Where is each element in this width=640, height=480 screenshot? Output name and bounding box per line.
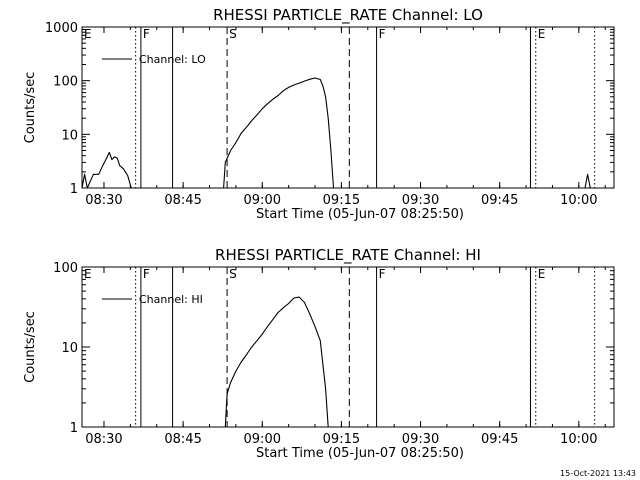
- event-flag-label: F: [143, 267, 150, 281]
- y-tick-label: 1000: [45, 21, 78, 36]
- series-line-hi: [224, 296, 329, 428]
- y-axis-label: Counts/sec: [23, 72, 38, 144]
- y-tick-label: 1: [70, 182, 78, 197]
- y-axis-label: Counts/sec: [23, 311, 38, 383]
- x-tick-label: 09:00: [244, 432, 281, 447]
- event-flag-label: F: [143, 27, 150, 41]
- plot-frame: [81, 26, 615, 189]
- event-flag-label: S: [229, 267, 237, 281]
- x-tick-label: 09:30: [402, 193, 439, 208]
- event-flag-label: F: [379, 27, 386, 41]
- x-tick-label: 09:30: [402, 432, 439, 447]
- event-flag-label: S: [229, 27, 237, 41]
- legend-label: Channel: LO: [139, 53, 206, 66]
- chart-title: RHESSI PARTICLE_RATE Channel: HI: [215, 246, 481, 265]
- x-tick-label: 08:45: [164, 193, 201, 208]
- x-tick-label: 09:45: [481, 193, 518, 208]
- x-tick-label: 09:15: [323, 193, 360, 208]
- event-flag-label: E: [84, 27, 92, 41]
- event-flag-label: F: [379, 267, 386, 281]
- event-flag-label: E: [538, 27, 546, 41]
- x-tick-label: 10:00: [560, 432, 597, 447]
- series-line-lo: [81, 77, 591, 189]
- x-tick-label: 08:30: [85, 432, 122, 447]
- x-tick-label: 09:45: [481, 432, 518, 447]
- y-tick-label: 100: [53, 261, 78, 276]
- x-axis-label: Start Time (05-Jun-07 08:25:50): [256, 207, 464, 222]
- y-tick-label: 100: [53, 75, 78, 90]
- plot-timestamp: 15-Oct-2021 13:43: [560, 469, 636, 478]
- plot-frame: [81, 266, 615, 428]
- legend-label: Channel: HI: [139, 293, 203, 306]
- event-flag-label: E: [84, 267, 92, 281]
- chart-panel-lo: RHESSI PARTICLE_RATE Channel: LO 08:30 08:…: [23, 6, 615, 222]
- event-flag-label: E: [538, 267, 546, 281]
- y-tick-label: 10: [61, 341, 78, 356]
- chart-panel-hi: RHESSI PARTICLE_RATE Channel: HI 08:30 08:…: [23, 246, 615, 461]
- x-tick-label: 08:45: [164, 432, 201, 447]
- x-tick-label: 09:15: [323, 432, 360, 447]
- x-tick-label: 10:00: [560, 193, 597, 208]
- y-tick-label: 1: [70, 421, 78, 436]
- x-axis-label: Start Time (05-Jun-07 08:25:50): [256, 446, 464, 461]
- y-tick-label: 10: [61, 128, 78, 143]
- x-tick-label: 09:00: [244, 193, 281, 208]
- x-tick-label: 08:30: [85, 193, 122, 208]
- chart-title: RHESSI PARTICLE_RATE Channel: LO: [213, 6, 483, 25]
